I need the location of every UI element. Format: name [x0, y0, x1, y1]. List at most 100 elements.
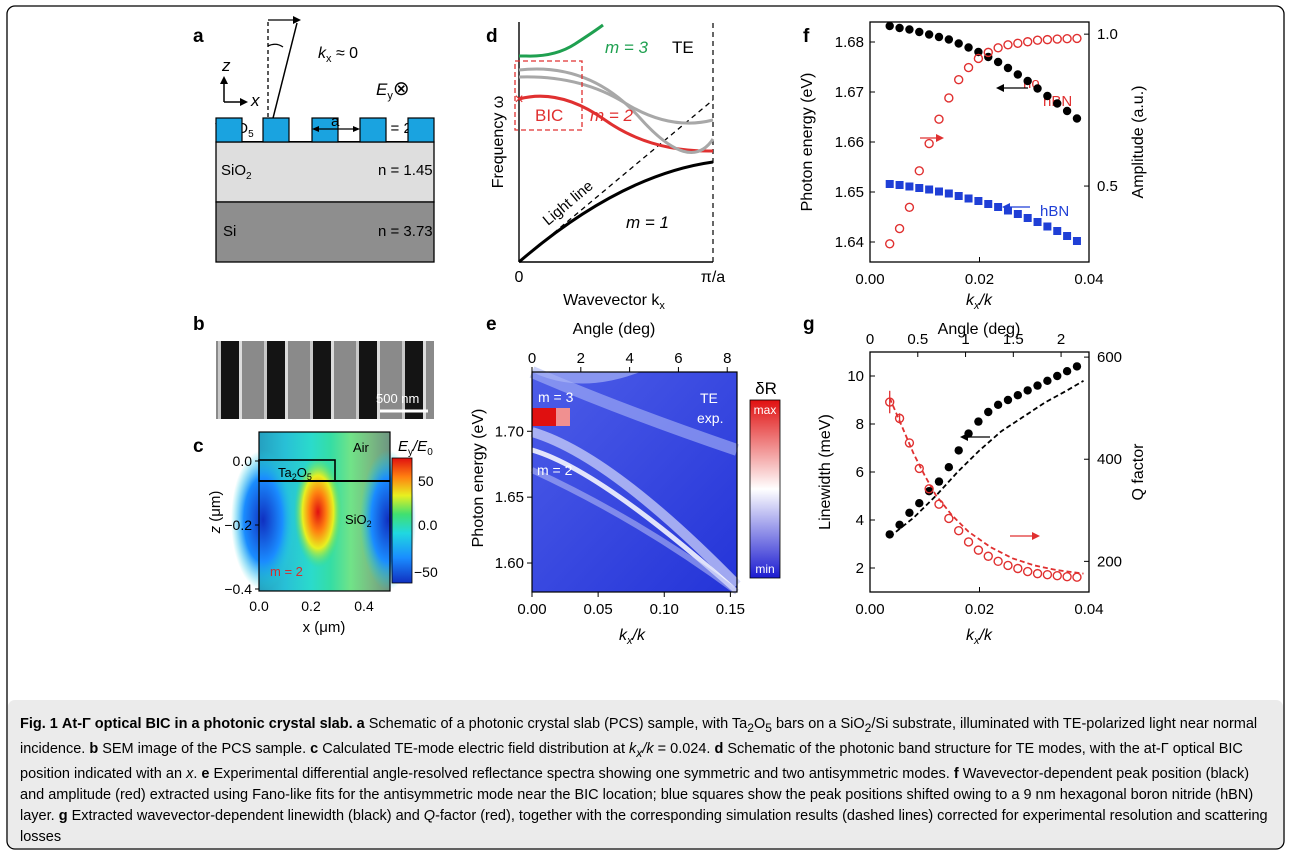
e-band-symmetric [530, 427, 741, 589]
f-point [925, 185, 934, 194]
d-ylabel: Frequency ω [490, 96, 507, 189]
g-toptick-label: 0 [866, 331, 874, 348]
field-map-frame [258, 431, 391, 592]
e-cb-title: δR [755, 379, 777, 398]
caption-a-text: Schematic of a photonic crystal slab (PC… [364, 716, 748, 732]
e-te-label: TE [700, 390, 718, 406]
g-axis-arrow-red [1010, 532, 1040, 540]
period-arrowhead-left [312, 126, 319, 132]
f-point [915, 184, 924, 192]
e-left-axis: 1.70 1.65 1.60 [495, 423, 532, 572]
g-point [954, 446, 963, 455]
c-cb-label: Ey/E0 [398, 438, 433, 458]
f-point [973, 53, 984, 64]
c-ytick-1: −0.2 [224, 517, 252, 533]
f-point [1072, 114, 1082, 123]
sio2-label: SiO2 [221, 162, 252, 182]
e-band-m2 [531, 447, 739, 594]
f-point [1053, 99, 1062, 108]
bic-highlight-box [514, 60, 583, 131]
g-point [1052, 570, 1062, 581]
panel-g-chart: Angle (deg) Linewidth (meV) Q factor kx/… [817, 321, 1147, 647]
angle-arc [267, 43, 284, 48]
g-point [963, 537, 974, 547]
e-top-tick-label: 6 [674, 350, 682, 367]
g-point [934, 477, 944, 486]
f-y2tick-label: 1.0 [1097, 26, 1118, 43]
g-ytick-label: 10 [847, 368, 864, 385]
mode-label-c: m = 2 [270, 564, 303, 579]
ta2o5-bar [407, 117, 435, 143]
f-point [1003, 63, 1013, 73]
f-axis-arrow-red [920, 134, 944, 142]
d-xtick-1: π/a [701, 269, 725, 286]
caption-box [8, 700, 1283, 848]
f-point [1033, 84, 1042, 93]
c-colorbar [391, 457, 413, 584]
f-point [895, 23, 904, 33]
sem-groove [405, 341, 423, 419]
caption-c-text: Calculated TE-mode electric field distri… [318, 740, 630, 757]
g-xtick-label: 0.04 [1074, 601, 1103, 618]
f-point [885, 180, 894, 188]
g-ylabel: Linewidth (meV) [817, 414, 834, 530]
f-point [885, 21, 894, 31]
f-point [1063, 232, 1072, 240]
g-point [905, 508, 914, 517]
g-ytick-label: 4 [856, 512, 864, 529]
period-label: a [331, 113, 340, 130]
g-point [953, 526, 964, 536]
f-point [885, 239, 895, 249]
f-y2tick-label: 0.5 [1097, 178, 1118, 195]
g-simulation-line [889, 380, 1084, 538]
figure-caption: Fig. 1 At-Γ optical BIC in a photonic cr… [20, 716, 1268, 845]
e-bottom-axis: 0.00 0.05 0.10 0.15 [517, 592, 745, 618]
g-y2label: Q factor [1130, 443, 1147, 501]
f-point [964, 194, 973, 203]
f-point [904, 202, 915, 213]
c-cb-tick-0: 50 [418, 473, 434, 489]
e-xlabel: kx/k [619, 627, 646, 647]
caption-letter-f: f [953, 765, 959, 782]
panel-b-sem-image: 500 nm [216, 341, 434, 419]
g-point [1013, 563, 1023, 574]
f-point [934, 32, 944, 42]
f-point [1023, 214, 1032, 222]
f-point [924, 30, 934, 39]
g-point [1072, 362, 1082, 371]
caption-title: At-Γ optical BIC in a photonic crystal s… [61, 716, 353, 732]
axis-z-label: z [221, 56, 231, 75]
f-point [905, 25, 914, 34]
g-point [1023, 386, 1032, 395]
f-point [934, 114, 944, 124]
e-colorbar [749, 399, 781, 579]
e-ytick-label: 1.70 [495, 423, 524, 440]
d-xlabel: Wavevector kx [563, 292, 665, 312]
e-xtick-label: 0.00 [517, 601, 546, 618]
e-top-tick-label: 4 [625, 350, 633, 367]
m3-label: m = 3 [605, 38, 649, 57]
g-point [924, 487, 934, 496]
g-point [904, 438, 915, 448]
sio2-label-c: SiO2 [345, 512, 372, 529]
f-point [1033, 218, 1042, 226]
f-point [895, 181, 904, 189]
caption-g-text: Extracted wavevector-dependent linewidth… [67, 807, 424, 824]
g-ytick-label: 8 [856, 416, 864, 433]
d-xtick-0: 0 [515, 269, 524, 286]
f-point [974, 47, 983, 57]
f-point [964, 43, 973, 52]
f-point [974, 197, 983, 205]
band-m3 [525, 23, 604, 58]
f-ytick-label: 1.66 [835, 134, 864, 151]
si-index: n = 3.73 [378, 223, 433, 240]
f-point [954, 39, 963, 48]
f-point [1042, 34, 1053, 45]
axis-x-arrowhead [240, 98, 248, 106]
te-label: TE [672, 38, 694, 57]
f-point [915, 27, 924, 37]
g-ytick-label: 6 [856, 464, 864, 481]
f-point [993, 43, 1003, 53]
m2-label: m = 2 [590, 106, 634, 125]
e-exp-label: exp. [697, 410, 723, 426]
